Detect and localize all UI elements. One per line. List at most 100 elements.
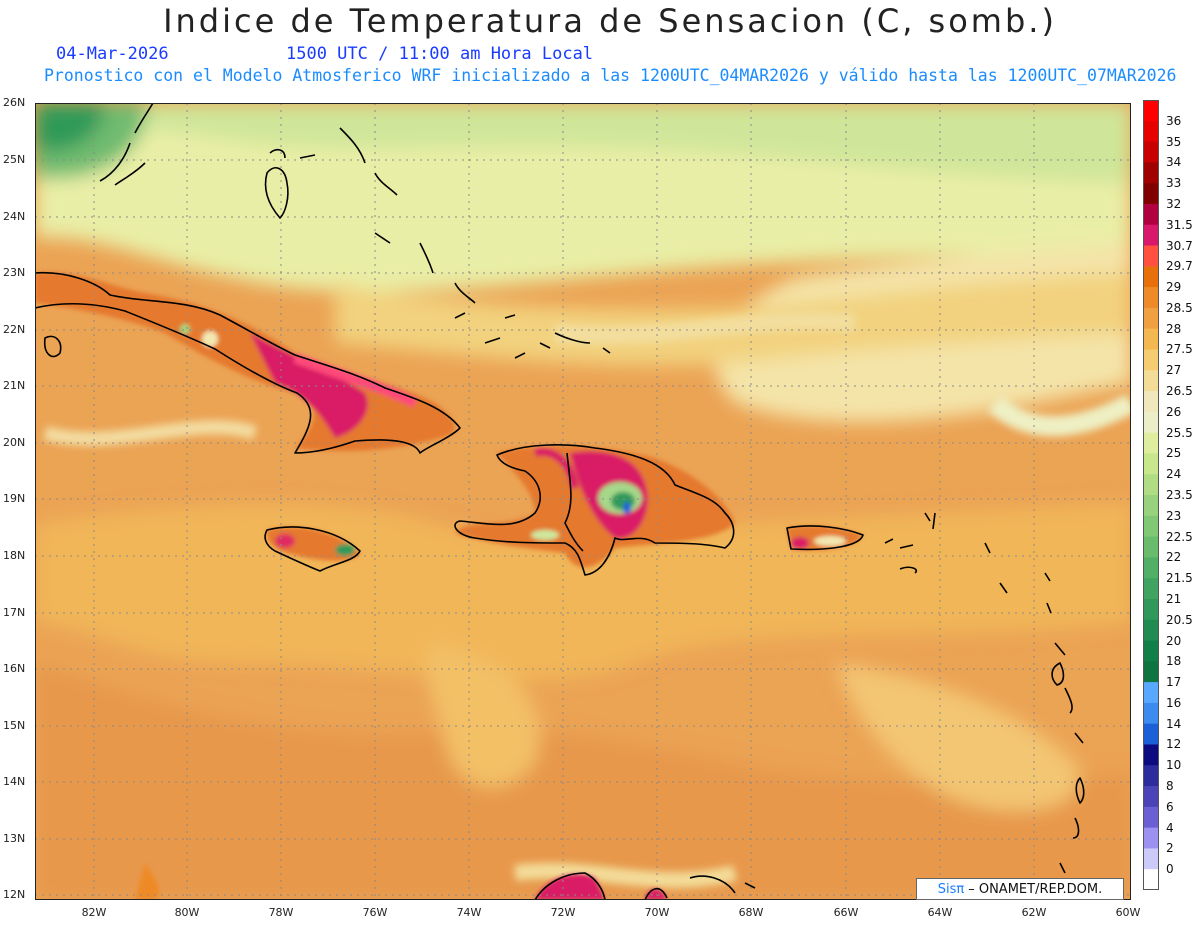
colorbar-label: 34 (1166, 155, 1182, 170)
chart-title: Indice de Temperatura de Sensacion (C, s… (163, 2, 1057, 40)
colorbar-swatch (1143, 619, 1159, 642)
lat-label: 17N (3, 606, 26, 619)
florida-coast (99, 103, 154, 186)
colorbar-swatch (1143, 786, 1159, 808)
lon-label: 64W (927, 906, 953, 919)
credit-text: – ONAMET/REP.DOM. (968, 881, 1103, 897)
model-subtitle: Pronostico con el Modelo Atmosferico WRF… (44, 66, 1177, 85)
lon-label: 76W (362, 906, 388, 919)
virgin-islands (899, 566, 918, 574)
colorbar-label: 12 (1166, 737, 1182, 752)
puerto-rico-coast (786, 525, 864, 551)
colorbar (1143, 100, 1159, 890)
colorbar-label: 10 (1166, 758, 1182, 773)
colorbar-swatch (1143, 640, 1159, 662)
map-canvas (35, 103, 1131, 900)
colorbar-label: 28 (1166, 321, 1182, 336)
colorbar-label: 24 (1166, 467, 1182, 482)
lon-label: 70W (644, 906, 670, 919)
colorbar-label: 6 (1166, 799, 1174, 814)
puerto-rico-heat (787, 525, 863, 551)
colorbar-swatch (1143, 453, 1159, 475)
colorbar-label: 27.5 (1166, 342, 1193, 357)
lat-label: 25N (3, 153, 26, 166)
colorbar-label: 26.5 (1166, 384, 1193, 399)
colorbar-label: 30.7 (1166, 238, 1193, 253)
lat-label: 19N (3, 492, 26, 505)
colorbar-label: 28.5 (1166, 300, 1193, 315)
colorbar-label: 25.5 (1166, 425, 1193, 440)
lat-label: 22N (3, 323, 26, 336)
bahamas-eleuthera (339, 127, 398, 196)
colorbar-swatch (1143, 266, 1159, 288)
lat-label: 23N (3, 266, 26, 279)
lesser-antilles (884, 512, 1085, 874)
map-frame (35, 103, 1131, 900)
colorbar-swatch (1143, 183, 1159, 205)
colorbar-label: 23.5 (1166, 488, 1193, 502)
colorbar-label: 21.5 (1166, 571, 1193, 586)
map-grid (35, 103, 1131, 900)
lon-label: 62W (1021, 906, 1047, 919)
colorbar-label: 35 (1166, 134, 1182, 149)
colorbar-label: 0 (1166, 862, 1174, 877)
lat-label: 20N (3, 436, 26, 449)
colorbar-label: 26 (1166, 404, 1182, 419)
cuba-coast (35, 271, 461, 454)
colorbar-swatch (1143, 100, 1159, 122)
colorbar-swatch (1143, 391, 1159, 413)
colorbar-label: 31.5 (1166, 217, 1193, 232)
lat-label: 13N (3, 832, 26, 845)
colorbar-swatch (1143, 224, 1159, 247)
colorbar-label: 23 (1166, 508, 1182, 523)
colorbar-label: 27 (1166, 363, 1182, 378)
credit-brand: Sisπ (937, 881, 965, 897)
colorbar-swatch (1143, 162, 1159, 184)
colorbar-swatch (1143, 203, 1159, 226)
bahamas-grand (269, 148, 316, 159)
colorbar-swatch (1143, 120, 1159, 143)
haiti-dr-border (564, 452, 584, 552)
lon-label: 74W (456, 906, 482, 919)
lon-label: 78W (268, 906, 294, 919)
lat-label: 16N (3, 662, 26, 675)
hispaniola-coast (454, 444, 735, 576)
colorbar-swatch (1143, 432, 1159, 454)
colorbar-swatch (1143, 557, 1159, 579)
hispaniola-heat (455, 446, 735, 568)
lon-label: 68W (738, 906, 764, 919)
colorbar-swatch (1143, 723, 1159, 745)
colorbar-label: 4 (1166, 820, 1174, 835)
colorbar-swatch (1143, 682, 1159, 704)
colorbar-swatch (1143, 141, 1159, 163)
colorbar-swatch (1143, 806, 1159, 829)
lat-label: 24N (3, 210, 26, 223)
colorbar-label: 8 (1166, 779, 1174, 794)
colorbar-swatch (1143, 702, 1159, 725)
colorbar-label: 16 (1166, 695, 1182, 710)
colorbar-swatch (1143, 307, 1159, 330)
credit-box: Sisπ – ONAMET/REP.DOM. (916, 878, 1124, 900)
lat-label: 15N (3, 719, 26, 732)
colorbar-swatch (1143, 370, 1159, 392)
colorbar-swatch (1143, 765, 1159, 787)
colorbar-swatch (1143, 578, 1159, 600)
jamaica-coast (264, 526, 361, 572)
colorbar-label: 2 (1166, 841, 1174, 856)
colorbar-swatch (1143, 474, 1159, 496)
coastlines (35, 103, 1085, 900)
colorbar-swatch (1143, 848, 1159, 870)
lon-label: 60W (1115, 906, 1141, 919)
colorbar-label: 25 (1166, 446, 1182, 461)
colorbar-swatch (1143, 287, 1159, 309)
lat-label: 14N (3, 775, 26, 788)
colorbar-swatch (1143, 744, 1159, 766)
colorbar-swatch (1143, 515, 1159, 538)
forecast-date: 04-Mar-2026 (56, 44, 169, 64)
colorbar-label: 20 (1166, 633, 1182, 648)
lat-label: 21N (3, 379, 26, 392)
bahamas-chain (374, 232, 611, 354)
lat-label: 26N (3, 96, 26, 109)
south-america-coast (534, 872, 756, 900)
lon-label: 82W (81, 906, 107, 919)
